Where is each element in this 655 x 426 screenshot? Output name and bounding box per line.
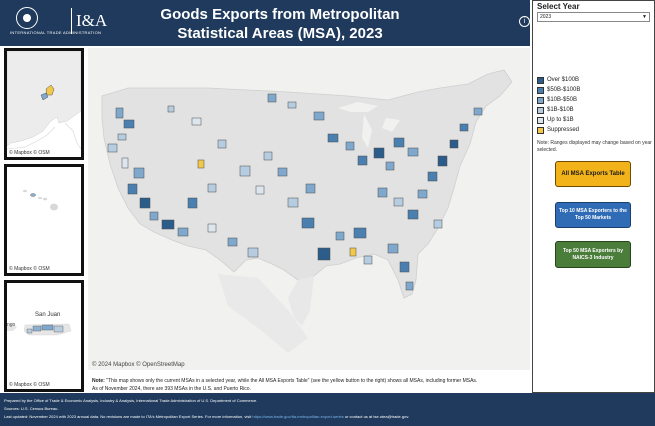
legend-label: $1B-$10B [547,107,574,113]
select-year-label: Select Year [537,2,580,11]
info-icon[interactable]: i [519,16,530,27]
footer-sources: Sources: U.S. Census Bureau. [4,406,59,411]
year-select-value: 2023 [540,14,552,20]
legend-swatch [537,87,544,94]
top10-msa-exporters-button[interactable]: Top 10 MSA Exporters to the Top 50 Marke… [555,202,631,228]
legend-swatch [537,97,544,104]
page-title: Goods Exports from Metropolitan Statisti… [160,6,400,42]
ita-logo-text: INTERNATIONAL TRADE ADMINISTRATION [10,30,102,35]
commerce-seal-icon [16,7,38,29]
inset-alaska-map[interactable]: © Mapbox © OSM [4,48,84,160]
legend-label: Suppressed [547,127,580,133]
footer-prepared-by: Prepared by the Office of Trade & Econom… [4,398,258,403]
brand-divider [71,8,72,34]
all-msa-exports-table-button[interactable]: All MSA Exports Table [555,161,631,187]
chevron-down-icon: ▼ [642,14,647,20]
inset-puerto-rico-map[interactable]: San Juan ngo © Mapbox © OSM [4,280,84,392]
inset-hawaii-map[interactable]: © Mapbox © OSM [4,164,84,276]
legend-swatch [537,107,544,114]
header-bar: INTERNATIONAL TRADE ADMINISTRATION I&A G… [0,0,530,46]
footer: Prepared by the Office of Trade & Econom… [0,393,655,426]
note-prefix: Note: [92,378,105,384]
us-msa-map[interactable]: © 2024 Mapbox © OpenStreetMap [88,48,530,370]
inset-edge-label: ngo [7,322,16,328]
legend-label: Up to $1B [547,117,574,123]
footer-contact: or contact us at tse.otea@trade.gov. [344,414,410,419]
inset-puerto-rico-credit: © Mapbox © OSM [9,382,50,388]
legend-note: Note: Ranges displayed may change based … [537,140,652,153]
map-credit: © 2024 Mapbox © OpenStreetMap [92,362,185,368]
brand-ia: I&A [76,11,108,30]
note-line-2: As of November 2024, there are 393 MSAs … [92,386,251,392]
control-sidebar: Select Year 2023 ▼ Over $100B $50B-$100B… [532,0,655,393]
year-select[interactable]: 2023 ▼ [537,12,650,22]
san-juan-label: San Juan [35,312,61,318]
legend-label: $50B-$100B [547,87,581,93]
top50-msa-exporters-button[interactable]: Top 50 MSA Exporters by NAICS-3 Industry [555,241,631,268]
note-line-1: "This map shows only the current MSAs in… [106,378,478,384]
footer-updated-text: Last updated: November 2024 with 2023 an… [4,414,252,419]
footer-last-updated: Last updated: November 2024 with 2023 an… [4,413,651,421]
legend-swatch [537,127,544,134]
legend-label: $10B-$50B [547,97,578,103]
inset-hawaii-credit: © Mapbox © OSM [9,266,50,272]
legend-swatch [537,117,544,124]
export-series-link[interactable]: https://www.trade.gov/ita-metropolitan-e… [252,414,344,419]
legend-swatch [537,77,544,84]
inset-alaska-credit: © Mapbox © OSM [9,150,50,156]
map-note: Note: "This map shows only the current M… [92,377,530,393]
legend-label: Over $100B [547,77,580,83]
